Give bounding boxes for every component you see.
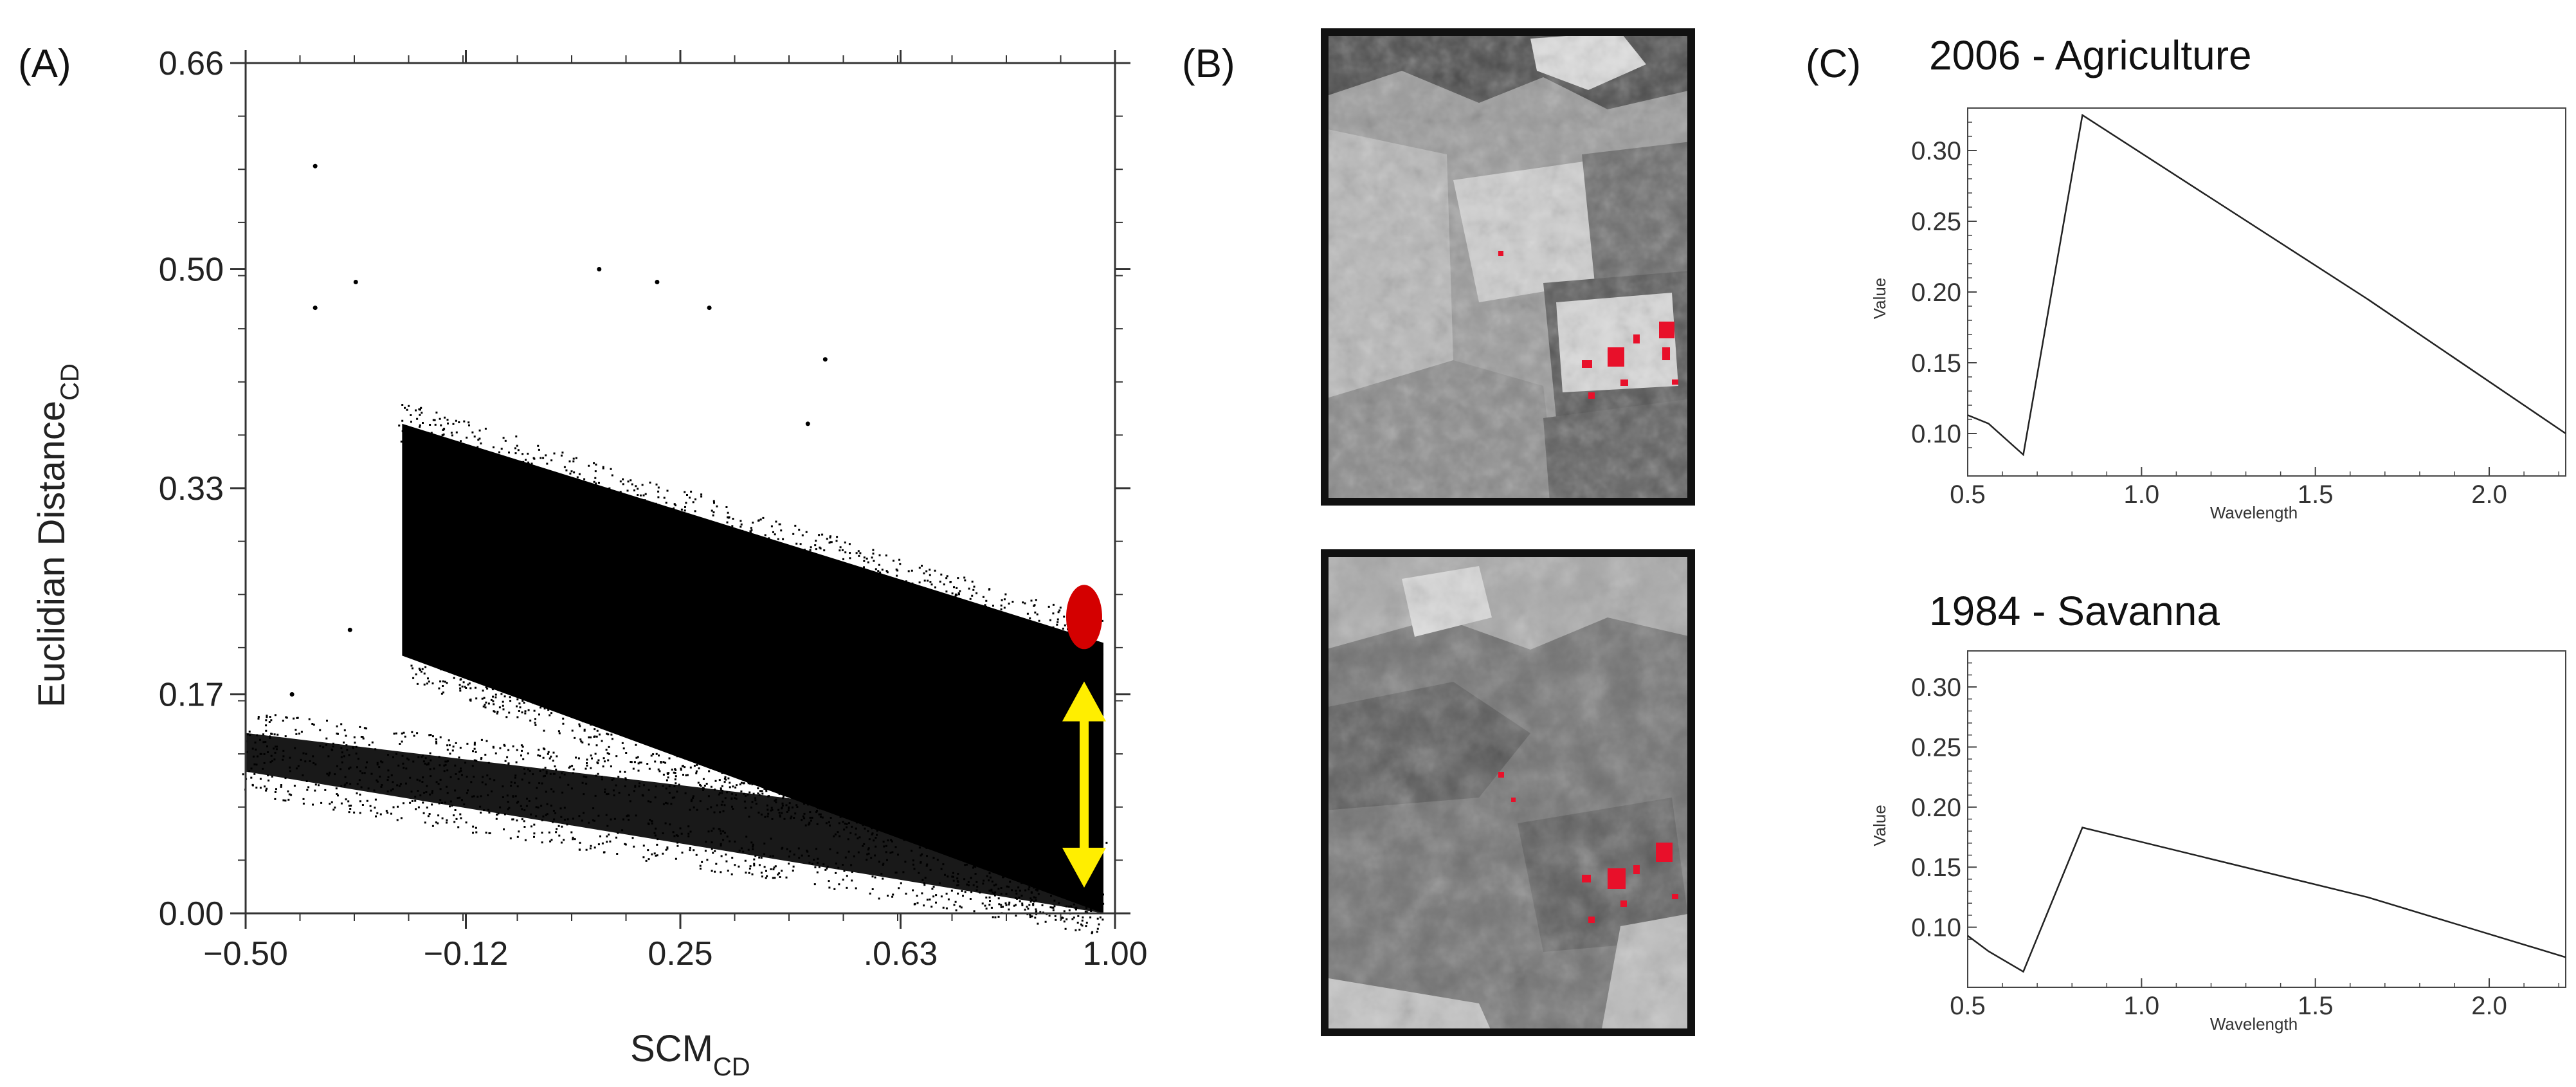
outlier-point <box>353 280 358 285</box>
outlier-point <box>805 421 810 426</box>
y-tick-label: 0.25 <box>1911 208 1961 236</box>
point-cloud-0 <box>402 423 1103 913</box>
yellow-double-arrow <box>1062 681 1106 888</box>
outlier-point <box>707 306 712 311</box>
chart-c-bottom-title: 1984 - Savanna <box>1929 588 2220 634</box>
y-axis-label-a: Euclidian DistanceCD <box>31 363 84 708</box>
x-tick-label: .0.63 <box>864 935 938 973</box>
scatter-chart-a: −0.50 −0.12 0.25 .0.63 1.00 0.00 0.17 0.33 0.50 0… <box>31 45 1148 1081</box>
x-tick-label: 1.0 <box>2124 992 2160 1020</box>
x-tick-label: 2.0 <box>2471 480 2507 509</box>
y-tick-label: 0.20 <box>1911 794 1961 822</box>
outlier-point <box>347 627 352 632</box>
y-tick-label: 0.00 <box>159 895 224 933</box>
satellite-image-2006 <box>1321 28 1695 506</box>
series-line <box>1967 827 2566 973</box>
point-cloud-1 <box>246 733 1103 913</box>
y-axis-label: Value <box>1870 278 1889 320</box>
panel-c-label: (C) <box>1806 42 1861 86</box>
scatter-points <box>242 404 1108 935</box>
x-tick-label: 0.5 <box>1950 480 1986 509</box>
x-axis-label: Wavelength <box>2210 503 2298 522</box>
arrow-head-down <box>1062 847 1106 888</box>
x-tick-label: −0.50 <box>203 935 288 973</box>
x-tick-label: 1.5 <box>2298 480 2334 509</box>
line-chart-savanna: 0.5 1.0 1.5 2.0 0.10 0.15 0.20 0.25 0.30 Waveleng… <box>1870 650 2566 1034</box>
y-tick-label: 0.10 <box>1911 914 1961 942</box>
y-tick-label: 0.50 <box>159 251 224 288</box>
y-tick-label: 0.15 <box>1911 349 1961 378</box>
y-tick-label: 0.30 <box>1911 137 1961 165</box>
plot-frame <box>1967 107 2566 477</box>
outlier-point <box>597 266 602 271</box>
y-tick-label: 0.30 <box>1911 673 1961 702</box>
y-tick-label: 0.17 <box>159 676 224 713</box>
series-line <box>1967 113 2566 457</box>
chart-c-top-title: 2006 - Agriculture <box>1929 32 2252 78</box>
x-tick-label: 0.25 <box>648 935 712 973</box>
y-tick-label: 0.10 <box>1911 420 1961 448</box>
outlier-point <box>313 306 318 311</box>
panel-a-label: (A) <box>18 42 71 86</box>
y-tick-label: 0.33 <box>159 470 224 507</box>
x-axis-label: Wavelength <box>2210 1014 2298 1034</box>
axes-a: −0.50 −0.12 0.25 .0.63 1.00 0.00 0.17 0.33 0.50 0… <box>159 45 1148 973</box>
y-tick-label: 0.20 <box>1911 279 1961 307</box>
y-tick-label: 0.15 <box>1911 854 1961 882</box>
x-axis-label-a: SCMCD <box>630 1028 750 1081</box>
y-axis-label: Value <box>1870 805 1889 846</box>
outlier-point <box>313 163 318 169</box>
plot-frame <box>1967 650 2566 988</box>
red-marker <box>1066 585 1102 650</box>
scatter-outliers <box>289 163 828 697</box>
x-tick-label: 0.5 <box>1950 992 1986 1020</box>
x-tick-label: 2.0 <box>2471 992 2507 1020</box>
x-tick-label: 1.00 <box>1082 935 1147 973</box>
line-chart-agriculture: 0.5 1.0 1.5 2.0 0.10 0.15 0.20 0.25 0.30 Waveleng… <box>1870 107 2566 522</box>
y-tick-label: 0.66 <box>159 45 224 82</box>
x-tick-label: 1.0 <box>2124 480 2160 509</box>
x-tick-label: −0.12 <box>424 935 509 973</box>
y-tick-label: 0.25 <box>1911 733 1961 762</box>
satellite-image-1984 <box>1321 549 1695 1036</box>
x-tick-label: 1.5 <box>2298 992 2334 1020</box>
outlier-point <box>289 691 295 697</box>
panel-b-label: (B) <box>1182 42 1235 86</box>
arrow-head-up <box>1062 681 1106 722</box>
outlier-point <box>655 280 660 285</box>
outlier-point <box>822 357 828 362</box>
